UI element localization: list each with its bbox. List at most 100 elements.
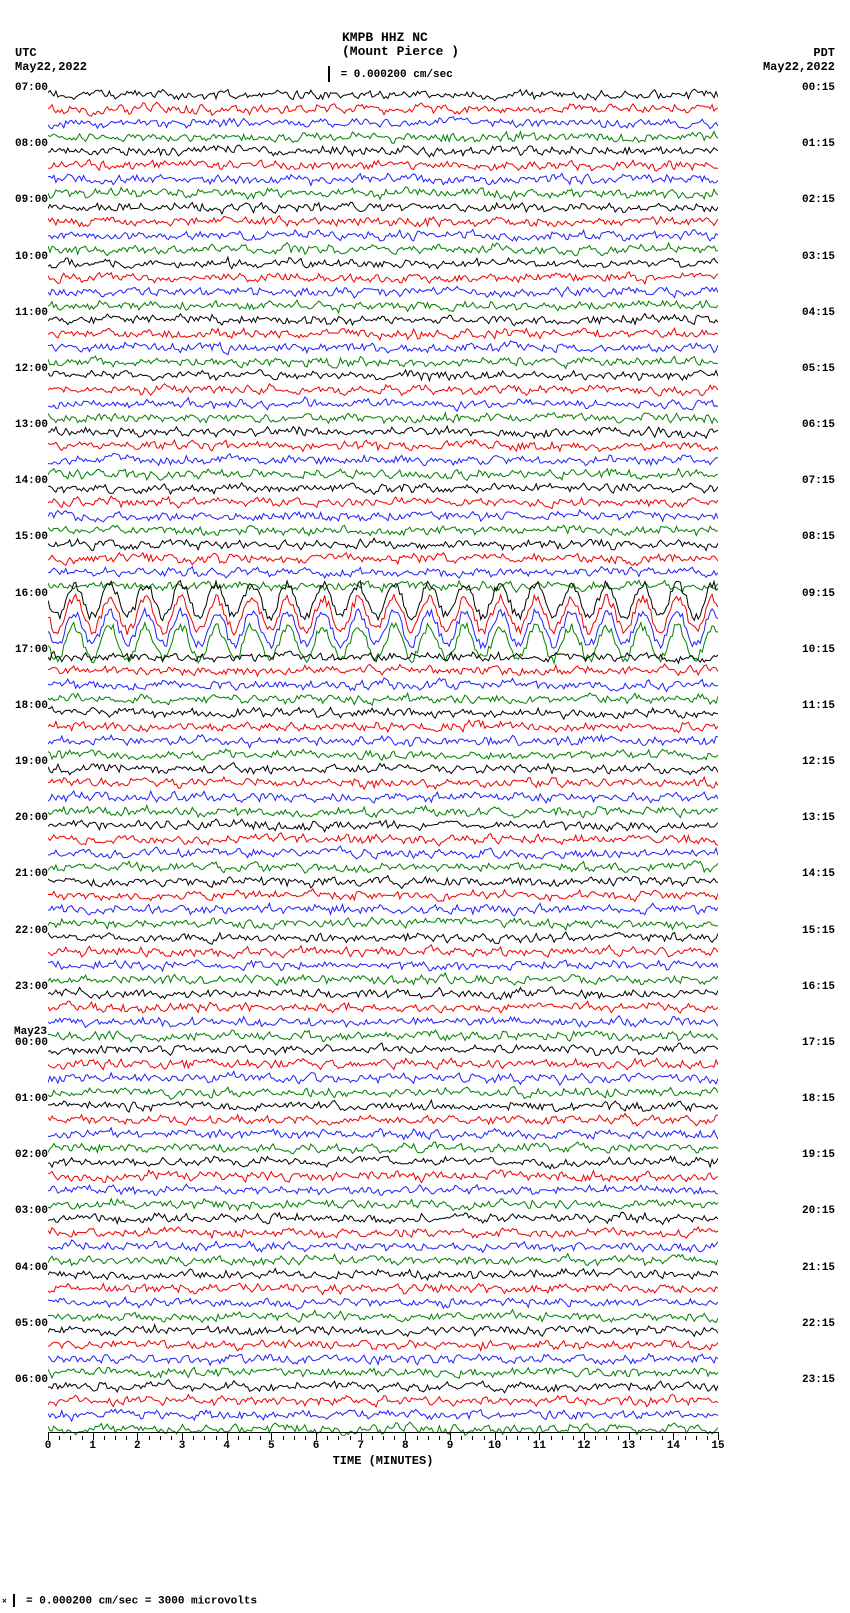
- seismic-trace: [48, 846, 718, 859]
- seismic-trace: [48, 132, 718, 144]
- y-left-tick: 01:00: [14, 1093, 48, 1105]
- y-right-tick: 11:15: [802, 700, 836, 712]
- seismic-trace: [48, 567, 718, 579]
- x-tick-minor: [238, 1436, 239, 1440]
- scale-note: = 0.000200 cm/sec: [328, 66, 453, 82]
- x-tick-minor: [283, 1436, 284, 1440]
- x-tick-minor: [417, 1436, 418, 1440]
- y-left-tick: 03:00: [14, 1205, 48, 1217]
- x-tick-label: 8: [402, 1440, 409, 1452]
- y-right-tick: 14:15: [802, 868, 836, 880]
- x-tick-minor: [338, 1436, 339, 1440]
- x-tick-minor: [640, 1436, 641, 1440]
- x-tick-label: 2: [134, 1440, 141, 1452]
- x-tick-mark: [405, 1432, 406, 1440]
- seismic-trace: [48, 1212, 718, 1224]
- x-tick-minor: [204, 1436, 205, 1440]
- y-right-tick: 01:15: [802, 138, 836, 150]
- seismic-trace: [48, 370, 718, 381]
- footer-scale-bar-icon: [13, 1594, 15, 1607]
- seismic-trace: [48, 384, 718, 396]
- x-tick-mark: [450, 1432, 451, 1440]
- x-tick-minor: [573, 1436, 574, 1440]
- seismic-trace: [48, 1310, 718, 1323]
- seismic-trace: [48, 651, 718, 663]
- y-right-tick: 21:15: [802, 1262, 836, 1274]
- x-tick-minor: [439, 1436, 440, 1440]
- seismic-trace: [48, 1100, 718, 1112]
- seismic-trace: [48, 1087, 718, 1100]
- y-left-tick: 04:00: [14, 1262, 48, 1274]
- x-tick-minor: [707, 1436, 708, 1440]
- y-left-tick: 11:00: [14, 307, 48, 319]
- x-tick-label: 7: [357, 1440, 364, 1452]
- x-tick-minor: [149, 1436, 150, 1440]
- y-left-tick: 20:00: [14, 812, 48, 824]
- x-tick-minor: [104, 1436, 105, 1440]
- seismic-trace: [48, 173, 718, 185]
- seismic-trace: [48, 1016, 718, 1028]
- seismic-trace: [48, 469, 718, 481]
- seismic-trace: [48, 707, 718, 720]
- seismic-trace: [48, 833, 718, 846]
- seismic-trace: [48, 1128, 718, 1140]
- y-left-tick: 00:00: [14, 1037, 48, 1049]
- y-right-tick: 10:15: [802, 644, 836, 656]
- seismic-trace: [48, 1283, 718, 1294]
- right-timezone: PDT: [813, 46, 835, 60]
- x-tick-label: 1: [89, 1440, 96, 1452]
- x-tick-minor: [82, 1436, 83, 1440]
- seismic-trace: [48, 720, 718, 732]
- y-left-tick: 08:00: [14, 138, 48, 150]
- seismic-trace: [48, 496, 718, 508]
- seismic-trace: [48, 553, 718, 566]
- seismic-trace: [48, 749, 718, 760]
- seismic-trace: [48, 426, 718, 438]
- seismic-trace: [48, 580, 718, 592]
- x-tick-minor: [327, 1436, 328, 1440]
- x-tick-minor: [59, 1436, 60, 1440]
- x-tick-minor: [528, 1436, 529, 1440]
- x-tick-label: 15: [711, 1440, 724, 1452]
- y-right-tick: 05:15: [802, 363, 836, 375]
- y-left-tick: 14:00: [14, 475, 48, 487]
- x-tick-mark: [361, 1432, 362, 1440]
- x-tick-mark: [137, 1432, 138, 1440]
- seismic-trace: [48, 889, 718, 902]
- x-tick-mark: [48, 1432, 49, 1440]
- x-tick-minor: [294, 1436, 295, 1440]
- y-left-tick: 13:00: [14, 419, 48, 431]
- seismic-trace: [48, 1240, 718, 1252]
- y-left-tick: 07:00: [14, 82, 48, 94]
- seismic-trace: [48, 1269, 718, 1280]
- seismic-trace: [48, 160, 718, 171]
- y-right-tick: 07:15: [802, 475, 836, 487]
- y-right-tick: 12:15: [802, 756, 836, 768]
- seismic-trace: [48, 413, 718, 424]
- x-axis-line: [48, 1432, 718, 1433]
- seismic-trace: [48, 1325, 718, 1337]
- y-right-tick: 09:15: [802, 588, 836, 600]
- seismic-trace: [48, 1071, 718, 1085]
- x-tick-minor: [428, 1436, 429, 1440]
- x-tick-mark: [227, 1432, 228, 1440]
- left-date: May22,2022: [15, 60, 87, 74]
- seismic-trace: [48, 1058, 718, 1069]
- y-left-tick: 09:00: [14, 194, 48, 206]
- x-tick-minor: [562, 1436, 563, 1440]
- y-right-tick: 19:15: [802, 1149, 836, 1161]
- seismic-trace: [48, 328, 718, 340]
- x-tick-label: 0: [45, 1440, 52, 1452]
- seismic-trace: [48, 678, 718, 692]
- x-tick-minor: [383, 1436, 384, 1440]
- seismic-trace: [48, 397, 718, 411]
- y-left-tick: May23: [14, 1026, 47, 1038]
- seismic-trace: [48, 932, 718, 944]
- seismic-trace: [48, 314, 718, 326]
- y-left-tick: 19:00: [14, 756, 48, 768]
- x-tick-label: 11: [533, 1440, 546, 1452]
- x-tick-minor: [372, 1436, 373, 1440]
- seismic-trace: [48, 777, 718, 789]
- seismic-trace: [48, 1142, 718, 1154]
- seismic-trace: [48, 1184, 718, 1195]
